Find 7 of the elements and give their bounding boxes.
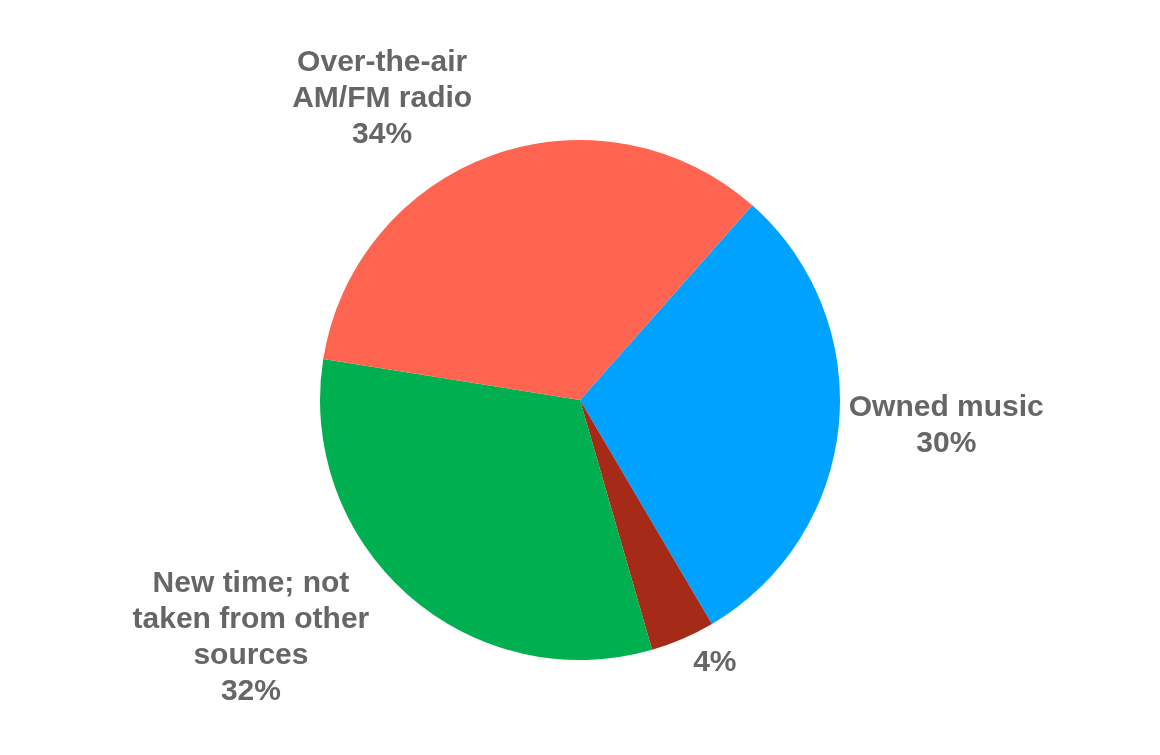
data-label: 32% — [220, 673, 281, 707]
slice-label: Over-the-air AM/FM radio — [292, 44, 473, 113]
slice-label: Owned music — [848, 389, 1044, 423]
data-label: 34% — [352, 116, 413, 149]
data-label: 30% — [916, 425, 977, 459]
slice-label: New time; not taken from other sources — [132, 565, 370, 671]
data-label: 4% — [693, 643, 737, 677]
